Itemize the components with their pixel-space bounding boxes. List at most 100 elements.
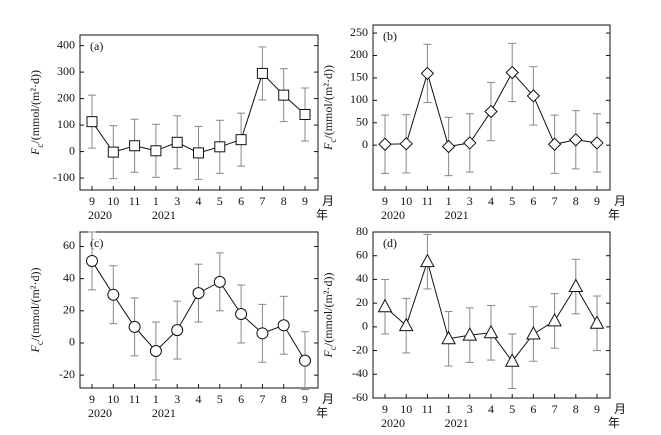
x-tick-label: 9 <box>302 392 308 406</box>
x-tick-label: 4 <box>196 194 202 208</box>
x-tick-label: 11 <box>129 392 141 406</box>
marker <box>377 298 393 313</box>
x-tick-label: 10 <box>400 402 412 416</box>
month-unit: 月 <box>614 402 626 416</box>
marker <box>590 136 604 150</box>
y-tick-label: -20 <box>352 342 368 356</box>
marker <box>399 137 413 151</box>
marker <box>505 65 519 80</box>
marker <box>86 254 98 267</box>
x-tick-label: 4 <box>488 194 494 208</box>
y-tick-label: 50 <box>356 114 368 128</box>
x-tick-label: 3 <box>174 392 180 406</box>
x-tick-label: 11 <box>422 402 434 416</box>
y-tick-label: 0 <box>69 335 75 349</box>
x-tick-label: 9 <box>594 402 600 416</box>
marker <box>129 140 141 152</box>
y-tick-label: 250 <box>350 25 368 39</box>
y-tick-label: 20 <box>356 295 368 309</box>
year-unit: 年 <box>608 416 620 430</box>
marker <box>589 315 605 329</box>
panel: (d)-60-40-20020406080Fc/(mmol/(m²·d))920… <box>321 224 626 430</box>
x-tick-label: 7 <box>552 194 558 208</box>
year-label: 2020 <box>88 208 112 222</box>
year-label: 2020 <box>381 416 405 430</box>
x-tick-label: 4 <box>196 392 202 406</box>
x-tick-label: 7 <box>552 402 558 416</box>
year-unit: 年 <box>316 208 328 222</box>
x-tick-label: 1 <box>446 402 452 416</box>
month-unit: 月 <box>322 392 334 406</box>
year-label: 2021 <box>445 208 469 222</box>
x-tick-label: 5 <box>509 402 515 416</box>
y-tick-label: 100 <box>350 92 368 106</box>
y-tick-label: 0 <box>69 143 75 157</box>
y-label-part: c <box>35 341 45 345</box>
y-tick-label: 60 <box>63 238 75 252</box>
x-tick-label: 3 <box>467 402 473 416</box>
marker <box>171 136 183 148</box>
x-tick-label: 10 <box>107 392 119 406</box>
year-label: 2021 <box>152 208 176 222</box>
y-label-part: F <box>28 344 42 353</box>
y-label-part: F <box>321 349 335 358</box>
marker <box>441 330 456 345</box>
y-tick-label: -100 <box>53 170 75 184</box>
x-tick-label: 5 <box>217 392 223 406</box>
marker <box>235 308 248 321</box>
x-tick-label: 3 <box>467 194 473 208</box>
panel-label: (a) <box>90 39 103 53</box>
x-tick-label: 9 <box>382 194 388 208</box>
marker <box>547 137 562 151</box>
marker <box>256 67 268 79</box>
year-unit: 年 <box>608 208 620 222</box>
y-tick-label: -40 <box>352 366 368 380</box>
marker <box>107 146 119 158</box>
x-tick-label: 7 <box>259 194 265 208</box>
marker <box>398 317 414 332</box>
marker <box>277 319 290 332</box>
marker <box>128 320 141 333</box>
marker <box>278 89 290 101</box>
marker <box>547 312 562 327</box>
y-tick-label: 40 <box>356 271 368 285</box>
marker <box>526 89 541 103</box>
y-axis-label: Fc/(mmol/(m²·d)) <box>28 70 45 156</box>
x-tick-label: 8 <box>281 392 287 406</box>
y-tick-label: 400 <box>57 37 75 51</box>
marker <box>150 145 162 157</box>
marker <box>193 147 204 159</box>
month-unit: 月 <box>322 194 334 208</box>
y-tick-label: 150 <box>350 70 368 84</box>
x-tick-label: 9 <box>594 194 600 208</box>
y-label-part: F <box>28 147 42 156</box>
x-tick-label: 10 <box>400 194 412 208</box>
x-tick-label: 4 <box>488 402 494 416</box>
year-label: 2020 <box>88 406 112 420</box>
y-label-part: /(mmol/(m²·d)) <box>28 70 42 144</box>
y-tick-label: 0 <box>362 319 368 333</box>
marker <box>504 353 520 367</box>
y-label-part: c <box>35 144 45 148</box>
marker <box>192 287 205 300</box>
marker <box>299 354 311 367</box>
marker <box>484 104 498 119</box>
x-tick-label: 5 <box>509 194 515 208</box>
marker <box>214 141 226 153</box>
y-label-part: /(mmol/(m²·d)) <box>28 268 42 342</box>
y-tick-label: 20 <box>63 303 75 317</box>
x-tick-label: 5 <box>217 194 223 208</box>
marker <box>299 108 311 120</box>
year-label: 2021 <box>445 416 469 430</box>
x-tick-label: 1 <box>446 194 452 208</box>
month-unit: 月 <box>614 194 626 208</box>
y-tick-label: -20 <box>59 367 75 381</box>
y-tick-label: 100 <box>57 117 75 131</box>
x-tick-label: 8 <box>281 194 287 208</box>
x-tick-label: 9 <box>382 402 388 416</box>
y-axis-label: Fc/(mmol/(m²·d)) <box>321 65 338 151</box>
marker <box>441 139 456 154</box>
y-label-part: /(mmol/(m²·d)) <box>321 65 335 139</box>
x-tick-label: 11 <box>129 194 141 208</box>
